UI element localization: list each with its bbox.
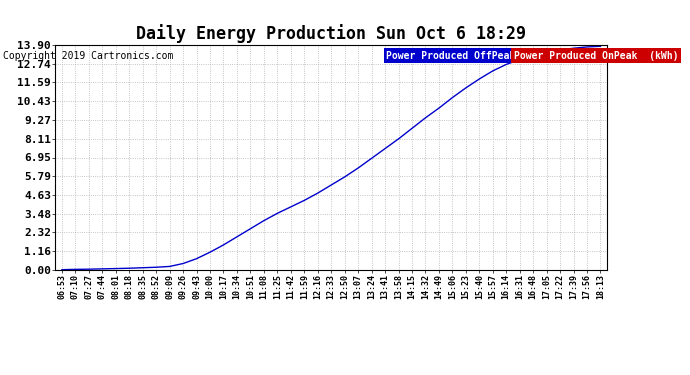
Title: Daily Energy Production Sun Oct 6 18:29: Daily Energy Production Sun Oct 6 18:29	[136, 24, 526, 44]
Text: Copyright 2019 Cartronics.com: Copyright 2019 Cartronics.com	[3, 51, 174, 61]
Text: Power Produced OnPeak  (kWh): Power Produced OnPeak (kWh)	[514, 51, 678, 61]
Text: Power Produced OffPeak  (kWh): Power Produced OffPeak (kWh)	[386, 51, 557, 61]
